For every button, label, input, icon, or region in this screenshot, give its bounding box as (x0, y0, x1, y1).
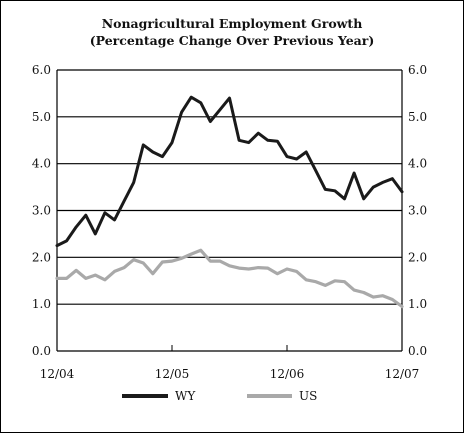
y-tick-label-right: 4.0 (408, 157, 427, 171)
chart-title: Nonagricultural Employment Growth (101, 16, 363, 31)
y-tick-label-left: 3.0 (32, 204, 51, 218)
y-tick-label-left: 4.0 (32, 157, 51, 171)
series-line-wy (55, 95, 404, 248)
y-tick-label-left: 1.0 (32, 297, 51, 311)
x-tick-label: 12/06 (270, 367, 305, 381)
chart-subtitle: (Percentage Change Over Previous Year) (89, 33, 375, 48)
y-tick-label-right: 0.0 (408, 344, 427, 358)
y-tick-label-left: 0.0 (32, 344, 51, 358)
y-tick-label-right: 6.0 (408, 63, 427, 77)
x-tick-label: 12/04 (40, 367, 75, 381)
x-tick-label: 12/05 (155, 367, 190, 381)
y-tick-label-right: 1.0 (408, 297, 427, 311)
legend-label-us: US (299, 389, 317, 403)
y-tick-label-left: 6.0 (32, 63, 51, 77)
y-tick-label-right: 5.0 (408, 110, 427, 124)
y-tick-label-left: 5.0 (32, 110, 51, 124)
legend-label-wy: WY (175, 389, 196, 403)
series-line-us (55, 248, 404, 309)
x-tick-label: 12/07 (385, 367, 420, 381)
y-tick-label-right: 2.0 (408, 250, 427, 264)
y-tick-label-right: 3.0 (408, 204, 427, 218)
y-tick-label-left: 2.0 (32, 250, 51, 264)
